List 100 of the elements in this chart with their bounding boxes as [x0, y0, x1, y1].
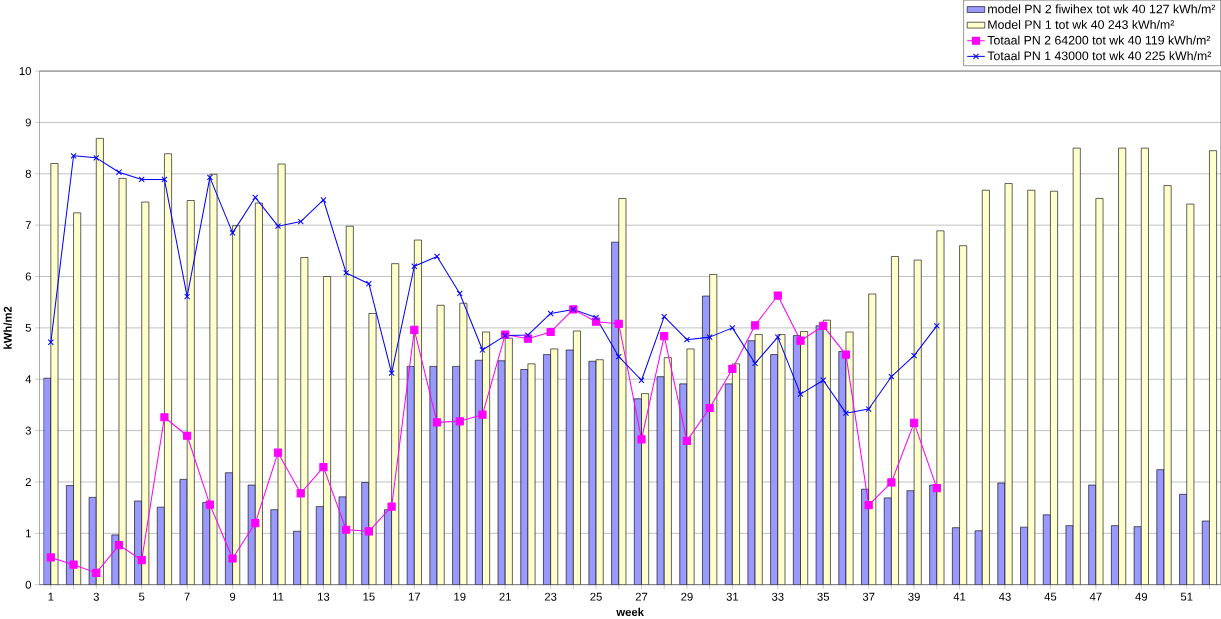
point — [388, 369, 395, 376]
point — [251, 518, 260, 527]
point — [683, 336, 690, 343]
point — [614, 319, 623, 328]
point — [296, 488, 305, 498]
point — [274, 222, 282, 229]
point — [456, 290, 463, 297]
legend-label: Totaal PN 1 43000 tot wk 40 225 kWh/m² — [987, 50, 1212, 60]
point — [911, 352, 918, 359]
point — [320, 196, 327, 203]
point — [432, 418, 442, 427]
point — [752, 360, 759, 367]
point — [547, 310, 554, 317]
x-tick-label: 33 — [771, 592, 784, 601]
point — [478, 410, 487, 419]
point — [615, 353, 622, 360]
point — [705, 403, 714, 412]
point — [343, 269, 350, 276]
x-axis-title: week — [616, 607, 644, 616]
point — [92, 568, 101, 577]
point — [546, 327, 555, 336]
x-tick-label: 37 — [862, 592, 875, 601]
x-tick-label: 49 — [1135, 592, 1148, 601]
point — [932, 483, 941, 493]
y-tick-label: 0 — [25, 580, 32, 589]
point — [252, 194, 259, 201]
point — [184, 293, 191, 300]
point — [410, 325, 419, 334]
x-tick-label: 21 — [499, 592, 511, 601]
legend-label: Model PN 1 tot wk 40 243 kWh/m² — [988, 19, 1175, 29]
point — [455, 417, 464, 426]
point — [387, 502, 396, 511]
legend-label: model PN 2 fiwihex tot wk 40 127 kWh/m² — [988, 4, 1216, 14]
point — [69, 560, 78, 569]
point — [728, 364, 737, 373]
y-tick-label: 2 — [25, 477, 31, 486]
point — [161, 176, 168, 183]
y-tick-label: 7 — [25, 221, 31, 229]
point — [729, 324, 736, 331]
point — [137, 555, 146, 564]
x-tick-label: 27 — [635, 592, 648, 601]
point — [411, 262, 418, 270]
y-tick-label: 3 — [25, 426, 31, 435]
point — [183, 431, 192, 440]
y-axis-title: kWh/m2 — [3, 306, 12, 349]
point — [479, 346, 486, 353]
point — [273, 448, 283, 457]
point — [842, 409, 850, 416]
x-tick-label: 41 — [953, 592, 966, 601]
point — [864, 500, 873, 509]
point — [660, 331, 669, 340]
point — [319, 462, 328, 471]
point — [637, 434, 646, 444]
point — [910, 418, 919, 427]
point — [70, 152, 77, 159]
point — [115, 168, 123, 176]
x-tick-label: 13 — [318, 592, 330, 601]
x-tick-label: 47 — [1089, 592, 1102, 601]
point — [706, 333, 713, 340]
point — [229, 229, 236, 236]
x-tick-label: 17 — [408, 592, 421, 601]
x-tick-label: 29 — [681, 592, 693, 601]
point — [682, 436, 692, 445]
point — [524, 331, 531, 338]
point — [365, 280, 372, 287]
point — [138, 176, 145, 183]
x-tick-label: 19 — [454, 592, 466, 601]
y-tick-label: 1 — [26, 529, 31, 537]
x-tick-label: 51 — [1180, 592, 1193, 601]
x-tick-label: 11 — [273, 592, 284, 601]
y-tick-label: 9 — [25, 118, 31, 127]
point — [750, 320, 760, 330]
point — [819, 321, 828, 330]
x-tick-label: 5 — [139, 592, 145, 601]
x-tick-label: 43 — [998, 592, 1011, 601]
x-tick-label: 23 — [544, 592, 557, 601]
point — [297, 218, 304, 225]
x-tick-label: 35 — [817, 592, 830, 601]
point — [865, 405, 872, 412]
point — [796, 336, 805, 345]
x-tick-label: 31 — [726, 592, 739, 601]
point — [797, 390, 804, 397]
x-tick-label: 45 — [1044, 592, 1057, 601]
point — [773, 291, 782, 300]
point — [887, 478, 896, 487]
x-tick-label: 9 — [229, 592, 236, 601]
point — [774, 333, 781, 340]
point — [228, 554, 237, 563]
y-tick-label: 6 — [25, 272, 31, 281]
x-tick-label: 39 — [908, 592, 920, 601]
y-tick-label: 5 — [25, 323, 31, 332]
point — [206, 174, 213, 181]
point — [364, 526, 373, 536]
point — [342, 525, 351, 534]
legend-label: Totaal PN 2 64200 tot wk 40 119 kWh/m² — [987, 35, 1211, 45]
point — [593, 314, 600, 321]
x-tick-label: 15 — [363, 592, 375, 601]
y-tick-label: 4 — [25, 375, 32, 383]
point — [933, 322, 940, 329]
y-tick-label: 10 — [19, 66, 32, 75]
